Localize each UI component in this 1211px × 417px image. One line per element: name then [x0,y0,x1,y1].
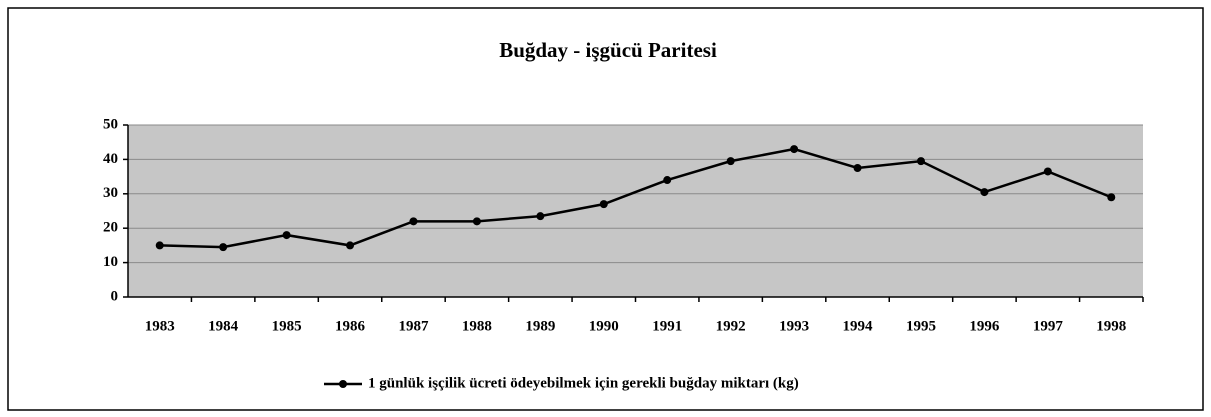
y-tick-label: 10 [103,254,118,270]
x-tick-label: 1984 [208,318,239,334]
point [219,243,228,252]
x-tick-label: 1986 [335,318,366,334]
y-tick-label: 20 [103,220,118,236]
point [790,145,799,154]
point [1107,193,1116,202]
point [916,157,925,166]
x-tick-label: 1994 [843,318,874,334]
x-tick-label: 1985 [272,318,302,334]
series-line [159,147,1112,249]
point [536,212,545,221]
legend-marker [339,380,347,388]
point [155,241,164,250]
point [726,157,735,166]
x-tick-label: 1996 [969,318,1000,334]
point [472,217,481,226]
y-tick-label: 0 [111,288,119,304]
x-tick-label: 1998 [1096,318,1126,334]
x-tick-label: 1992 [716,318,746,334]
chart-title: Buğday - işgücü Paritesi [499,38,717,62]
point [282,231,291,240]
y-tick-label: 40 [103,151,118,167]
y-tick-label: 30 [103,185,118,201]
point [980,188,989,197]
x-tick-label: 1993 [779,318,809,334]
point [853,164,862,172]
x-tick-label: 1987 [398,318,429,334]
x-tick-label: 1983 [145,318,175,334]
x-tick-label: 1995 [906,318,936,334]
x-tick-label: 1989 [525,318,555,334]
x-tick-label: 1991 [652,318,682,334]
point [1043,167,1052,176]
x-tick-label: 1988 [462,318,492,334]
plot-area [128,125,1143,297]
point [409,217,418,226]
point [346,241,355,250]
x-tick-label: 1990 [589,318,619,334]
point [599,200,608,209]
legend-label: 1 günlük işçilik ücreti ödeyebilmek için… [368,375,799,391]
x-tick-label: 1997 [1033,318,1064,334]
point [663,176,672,185]
y-tick-label: 50 [103,116,118,132]
